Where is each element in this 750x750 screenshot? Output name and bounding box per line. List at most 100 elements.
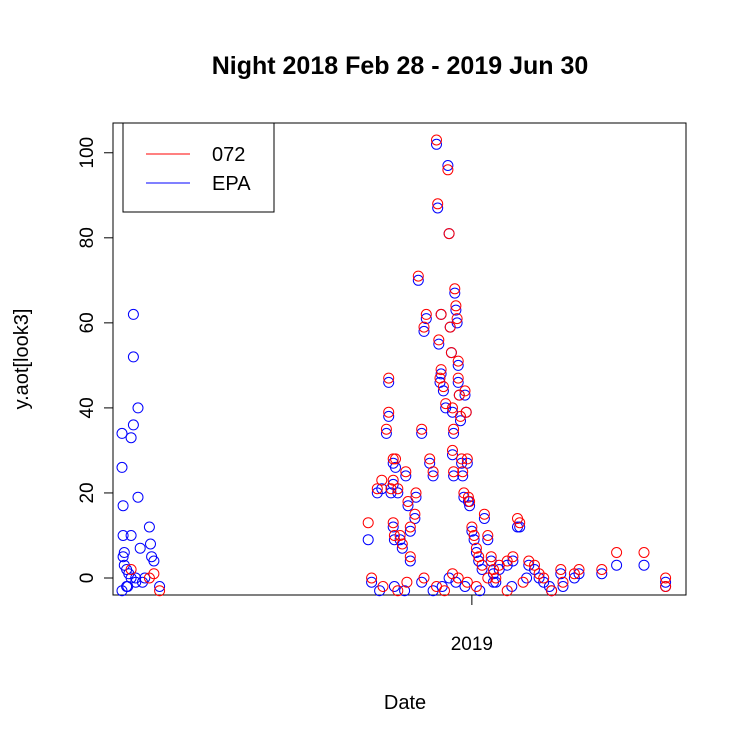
- data-point-epa: [116, 461, 128, 473]
- legend-box: [122, 122, 275, 213]
- y-tick-label: 100: [77, 137, 98, 169]
- data-point-072: [431, 134, 442, 146]
- data-point-epa: [125, 432, 137, 444]
- data-point-epa: [437, 385, 449, 397]
- data-point-072: [432, 198, 444, 210]
- data-point-epa: [514, 521, 526, 533]
- data-point-epa: [154, 581, 166, 592]
- data-point-072: [485, 551, 497, 563]
- data-point-epa: [459, 389, 471, 401]
- data-point-072: [376, 474, 388, 486]
- data-point-072: [611, 547, 623, 558]
- data-point-072: [557, 576, 569, 588]
- data-point-epa: [118, 547, 130, 558]
- data-point-072: [447, 402, 458, 414]
- data-point-epa: [366, 576, 378, 588]
- data-point-072: [638, 547, 650, 558]
- data-point-epa: [521, 572, 533, 584]
- data-point-072: [452, 372, 464, 384]
- y-tick-label: 80: [77, 227, 98, 248]
- data-point-epa: [399, 585, 411, 597]
- data-point-072: [448, 466, 460, 478]
- data-point-epa: [404, 555, 416, 567]
- data-point-072: [451, 313, 463, 325]
- data-point-072: [507, 551, 519, 563]
- data-point-epa: [452, 376, 464, 388]
- data-point-epa: [448, 427, 460, 439]
- data-point-072: [437, 381, 449, 393]
- data-point-epa: [145, 538, 156, 550]
- data-point-epa: [452, 359, 464, 371]
- data-point-072: [470, 581, 482, 592]
- data-point-072: [452, 355, 464, 367]
- data-point-epa: [116, 427, 128, 439]
- data-point-epa: [409, 513, 421, 524]
- data-point-072: [377, 581, 389, 592]
- data-point-072: [396, 538, 408, 550]
- data-point-epa: [435, 368, 447, 380]
- data-point-072: [435, 364, 447, 376]
- data-point-072: [447, 568, 458, 580]
- data-point-epa: [376, 483, 388, 495]
- data-point-epa: [427, 585, 439, 597]
- data-point-epa: [143, 521, 155, 533]
- data-point-epa: [127, 308, 139, 320]
- data-point-epa: [148, 555, 160, 567]
- data-point-epa: [125, 530, 137, 541]
- data-point-072: [148, 568, 160, 580]
- data-point-072: [514, 517, 526, 529]
- data-point-epa: [468, 534, 480, 546]
- data-point-072: [450, 300, 462, 312]
- data-point-072: [380, 423, 392, 435]
- data-point-072: [371, 483, 383, 495]
- data-point-epa: [442, 160, 454, 171]
- data-point-epa: [431, 138, 442, 150]
- data-point-epa: [450, 304, 462, 316]
- data-point-epa: [538, 576, 550, 588]
- data-point-epa: [117, 500, 129, 512]
- data-point-072: [418, 321, 430, 333]
- data-point-epa: [523, 559, 535, 571]
- data-point-epa: [387, 521, 399, 533]
- data-point-072: [394, 530, 406, 541]
- data-point-epa: [455, 415, 466, 427]
- data-point-epa: [461, 457, 473, 469]
- data-point-072: [488, 564, 499, 575]
- data-point-epa: [611, 559, 623, 571]
- data-point-072: [409, 508, 421, 520]
- y-tick-label: 0: [77, 573, 98, 584]
- data-point-072: [456, 453, 468, 465]
- data-point-epa: [390, 461, 401, 473]
- data-point-epa: [127, 351, 139, 363]
- data-point-072: [523, 555, 535, 567]
- data-point-072: [448, 423, 460, 435]
- data-point-072: [387, 474, 399, 486]
- data-point-epa: [555, 568, 567, 580]
- data-point-072: [555, 564, 567, 575]
- data-point-072: [470, 542, 482, 554]
- data-point-epa: [404, 525, 416, 537]
- data-point-072: [466, 521, 478, 533]
- data-point-epa: [134, 542, 146, 554]
- data-point-072: [385, 483, 397, 495]
- data-point-epa: [400, 470, 412, 482]
- data-point-072: [366, 572, 378, 584]
- data-point-epa: [507, 555, 519, 567]
- data-point-072: [482, 572, 494, 584]
- data-point-072: [462, 491, 474, 503]
- data-point-072: [424, 453, 436, 465]
- data-point-072: [439, 585, 450, 597]
- data-point-072: [404, 551, 416, 563]
- data-point-epa: [464, 500, 476, 512]
- data-point-epa: [362, 534, 374, 546]
- data-points: [116, 134, 672, 597]
- data-point-072: [362, 517, 374, 529]
- data-point-072: [390, 453, 401, 465]
- data-point-epa: [420, 313, 432, 325]
- data-point-072: [154, 585, 166, 597]
- y-tick-label: 60: [77, 312, 98, 333]
- data-point-072: [392, 585, 404, 597]
- y-axis: 0 20 40 60 80 100: [77, 137, 114, 584]
- data-point-072: [418, 572, 430, 584]
